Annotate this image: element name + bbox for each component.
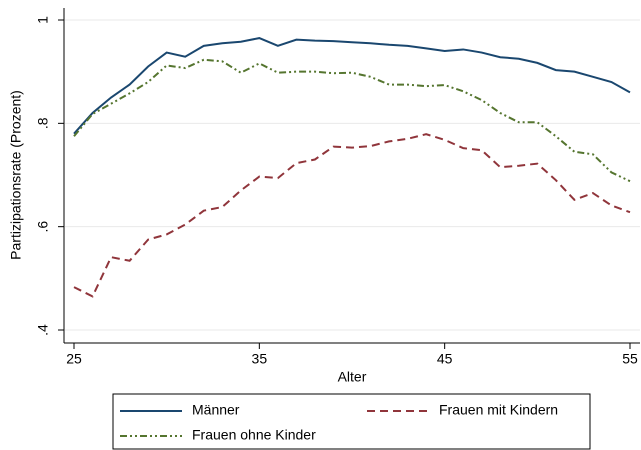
x-tick-label: 25 — [66, 351, 82, 367]
x-axis-title: Alter — [338, 369, 367, 385]
y-tick-label: .8 — [35, 117, 51, 129]
y-tick-label: 1 — [35, 16, 51, 24]
series-line — [73, 37, 631, 135]
y-tick-label: .4 — [35, 324, 51, 336]
series-line — [73, 133, 631, 298]
legend-label: Männer — [192, 402, 240, 418]
legend-label: Frauen ohne Kinder — [192, 427, 316, 443]
legend-box — [112, 393, 591, 450]
x-tick-label: 45 — [437, 351, 453, 367]
x-tick-label: 35 — [252, 351, 268, 367]
y-tick-label: .6 — [35, 221, 51, 233]
x-tick-label: 55 — [622, 351, 638, 367]
y-axis-title: Partizipationsrate (Prozent) — [8, 90, 24, 260]
legend-label: Frauen mit Kindern — [439, 402, 558, 418]
